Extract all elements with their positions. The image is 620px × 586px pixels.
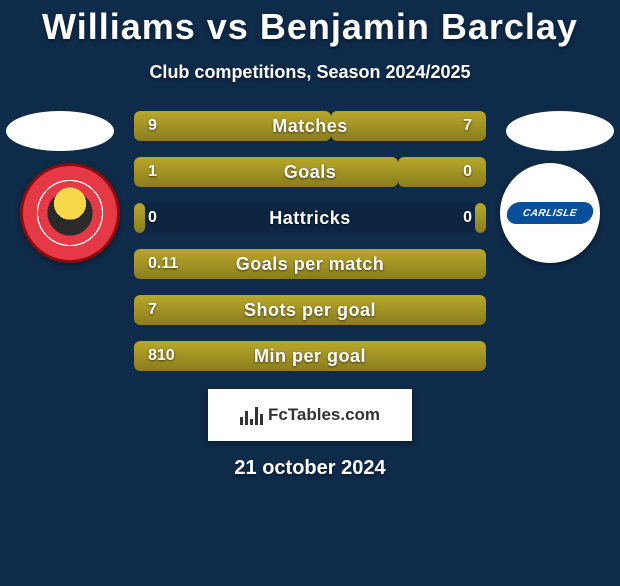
stat-label: Min per goal	[134, 341, 486, 371]
brand-badge: FcTables.com	[208, 389, 412, 441]
avatar-backdrop-right	[506, 111, 614, 151]
stat-label: Goals per match	[134, 249, 486, 279]
club-crest-left	[20, 163, 120, 263]
stat-label: Matches	[134, 111, 486, 141]
chart-icon	[240, 405, 262, 425]
comparison-area: CARLISLE 97Matches 10Goals 00Hattricks 0.11…	[0, 111, 620, 381]
club-crest-right-label: CARLISLE	[505, 202, 595, 224]
stat-row: 00Hattricks	[134, 203, 486, 233]
stat-row: 0.11Goals per match	[134, 249, 486, 279]
date-label: 21 october 2024	[0, 457, 620, 480]
stat-row: 97Matches	[134, 111, 486, 141]
stat-bars: 97Matches 10Goals 00Hattricks 0.11Goals per…	[134, 111, 486, 387]
stat-row: 10Goals	[134, 157, 486, 187]
stat-row: 7Shots per goal	[134, 295, 486, 325]
stat-row: 810Min per goal	[134, 341, 486, 371]
page-title: Williams vs Benjamin Barclay	[0, 6, 620, 48]
brand-text: FcTables.com	[268, 405, 380, 425]
stat-label: Shots per goal	[134, 295, 486, 325]
stat-label: Goals	[134, 157, 486, 187]
subtitle: Club competitions, Season 2024/2025	[0, 62, 620, 83]
club-crest-right: CARLISLE	[500, 163, 600, 263]
stat-label: Hattricks	[134, 203, 486, 233]
avatar-backdrop-left	[6, 111, 114, 151]
